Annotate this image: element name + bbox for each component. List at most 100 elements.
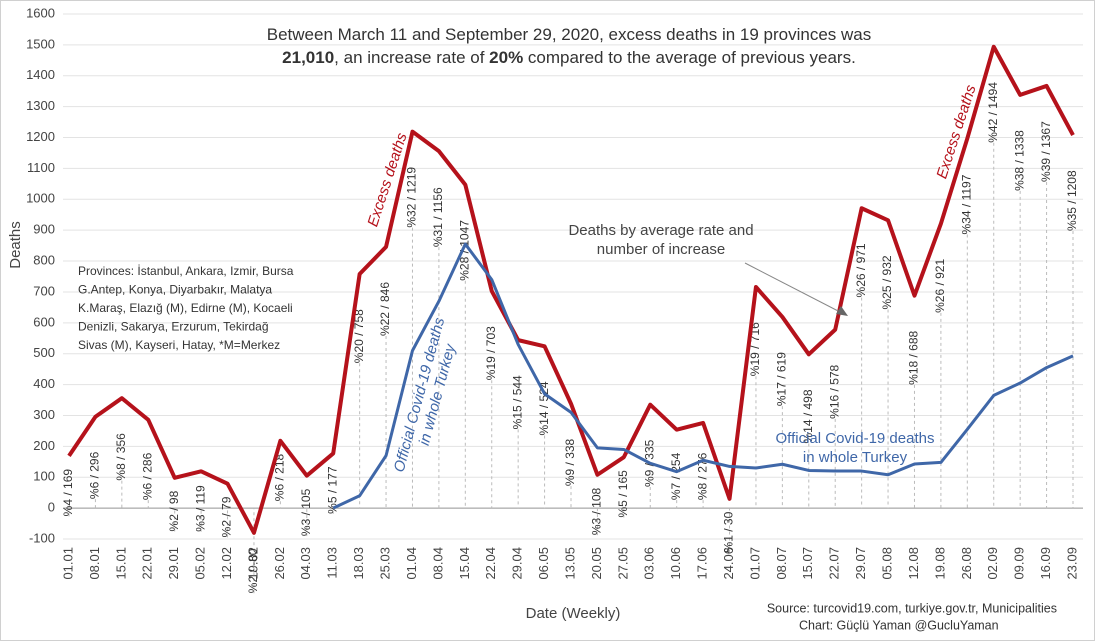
y-tick-label: 100: [33, 469, 55, 484]
x-tick-label: 26.08: [959, 547, 974, 580]
y-tick-label: 1300: [26, 98, 55, 113]
y-tick-label: 200: [33, 438, 55, 453]
y-tick-label: 1100: [27, 160, 55, 175]
data-label: %5 / 165: [616, 470, 630, 518]
x-tick-label: 25.03: [377, 547, 392, 580]
data-label: %35 / 1208: [1065, 170, 1079, 231]
title-part: 21,010: [282, 48, 334, 67]
data-label: %17 / 619: [775, 352, 789, 406]
series-line: [67, 44, 1075, 535]
data-label: %31 / 1156: [431, 187, 445, 247]
x-tick-label: 19.02: [245, 547, 260, 580]
x-tick-label: 08.07: [774, 547, 789, 580]
data-label: %8 / 276: [695, 452, 709, 500]
data-label: %3 / 119: [193, 485, 207, 532]
x-tick-label: 22.07: [827, 547, 842, 580]
title-part: 20%: [489, 48, 523, 67]
y-tick-label: 1200: [26, 129, 55, 144]
data-label: %6 / 296: [88, 451, 102, 499]
x-tick-label: 22.04: [483, 547, 498, 580]
data-label: %15 / 544: [510, 375, 524, 429]
x-tick-label: 06.05: [536, 547, 551, 580]
annotation: number of increase: [597, 241, 725, 258]
y-tick-label: 900: [33, 222, 55, 237]
data-label: %19 / 703: [484, 326, 498, 380]
province-note: G.Antep, Konya, Diyarbakır, Malatya: [78, 283, 272, 297]
data-label: %6 / 218: [273, 454, 287, 502]
chart-title: Between March 11 and September 29, 2020,…: [267, 25, 872, 44]
data-label: %2 / 79: [220, 496, 234, 537]
data-label: %6 / 286: [140, 452, 154, 500]
data-label: %25 / 932: [880, 255, 894, 309]
data-label: %8 / 356: [114, 433, 128, 481]
x-tick-label: 17.06: [695, 547, 710, 580]
data-label: %38 / 1338: [1012, 130, 1026, 191]
x-tick-label: 08.01: [87, 547, 102, 580]
x-tick-label: 29.07: [853, 547, 868, 580]
x-tick-label: 19.08: [932, 547, 947, 580]
data-label: %2 / 98: [167, 490, 181, 531]
x-tick-label: 16.09: [1038, 547, 1053, 580]
y-tick-label: 1000: [26, 191, 55, 206]
data-label: %3 / 105: [299, 488, 313, 536]
data-label: %39 / 1367: [1039, 121, 1053, 182]
x-tick-label: 05.08: [879, 547, 894, 580]
x-tick-label: 15.07: [800, 547, 815, 580]
data-label: %20 / 758: [352, 309, 366, 363]
credit: Chart: Güçlü Yaman @GucluYaman: [799, 618, 999, 632]
data-label: %26 / 921: [933, 259, 947, 313]
data-label: %1 / 30: [722, 511, 736, 552]
data-label: %32 / 1219: [405, 167, 419, 228]
y-tick-label: 1600: [26, 5, 55, 20]
x-tick-label: 27.05: [615, 547, 630, 580]
annotation: Deaths by average rate and: [568, 222, 753, 239]
y-tick-label: 600: [33, 314, 55, 329]
y-tick-label: 800: [33, 252, 55, 267]
data-label: %2 / -80: [246, 548, 260, 593]
data-label: %26 / 971: [854, 243, 868, 297]
x-tick-label: 09.09: [1012, 547, 1027, 580]
data-label: %22 / 846: [378, 282, 392, 336]
province-note: Denizli, Sakarya, Erzurum, Tekirdağ: [78, 320, 269, 334]
data-label: %9 / 338: [563, 438, 577, 486]
x-tick-label: 23.09: [1064, 547, 1079, 580]
x-tick-label: 13.05: [562, 547, 577, 580]
y-tick-label: 400: [33, 376, 55, 391]
y-tick-label: 500: [33, 345, 55, 360]
province-note: Provinces: İstanbul, Ankara, Izmir, Burs…: [78, 264, 294, 278]
x-tick-label: 15.04: [457, 547, 472, 580]
data-label: %7 / 254: [669, 452, 683, 500]
y-tick-label: 700: [33, 283, 55, 298]
x-tick-label: 11.03: [325, 547, 340, 579]
data-label: %28 / 1047: [457, 220, 471, 281]
data-label: %34 / 1197: [959, 174, 973, 234]
source: Source: turcovid19.com, turkiye.gov.tr, …: [767, 601, 1057, 615]
province-note: K.Maraş, Elazığ (M), Edirne (M), Kocaeli: [78, 301, 293, 315]
y-tick-label: 300: [33, 407, 55, 422]
x-tick-label: 18.03: [351, 547, 366, 580]
x-tick-label: 15.01: [113, 547, 128, 580]
title-part: Between March 11 and September 29, 2020,…: [267, 25, 872, 44]
y-tick-label: 0: [48, 500, 55, 515]
data-label: %42 / 1494: [986, 82, 1000, 143]
x-tick-label: 01.01: [60, 547, 75, 580]
x-tick-label: 12.02: [219, 547, 234, 580]
y-tick-label: -100: [29, 530, 55, 545]
x-tick-label: 22.01: [140, 547, 155, 580]
series-line: [332, 242, 1074, 510]
data-label: %3 / 108: [590, 487, 604, 535]
x-tick-label: 12.08: [906, 547, 921, 580]
title-part: compared to the average of previous year…: [523, 48, 856, 67]
x-tick-label: 01.04: [404, 547, 419, 580]
title-part: , an increase rate of: [334, 48, 489, 67]
arrow-head: [836, 306, 848, 316]
x-tick-label: 20.05: [589, 547, 604, 580]
y-tick-label: 1400: [26, 67, 55, 82]
x-tick-label: 29.01: [166, 547, 181, 580]
y-tick-label: 1500: [26, 36, 55, 51]
x-tick-label: 05.02: [193, 547, 208, 580]
province-note: Sivas (M), Kayseri, Hatay, *M=Merkez: [78, 338, 280, 352]
data-label: %4 / 169: [61, 469, 75, 517]
